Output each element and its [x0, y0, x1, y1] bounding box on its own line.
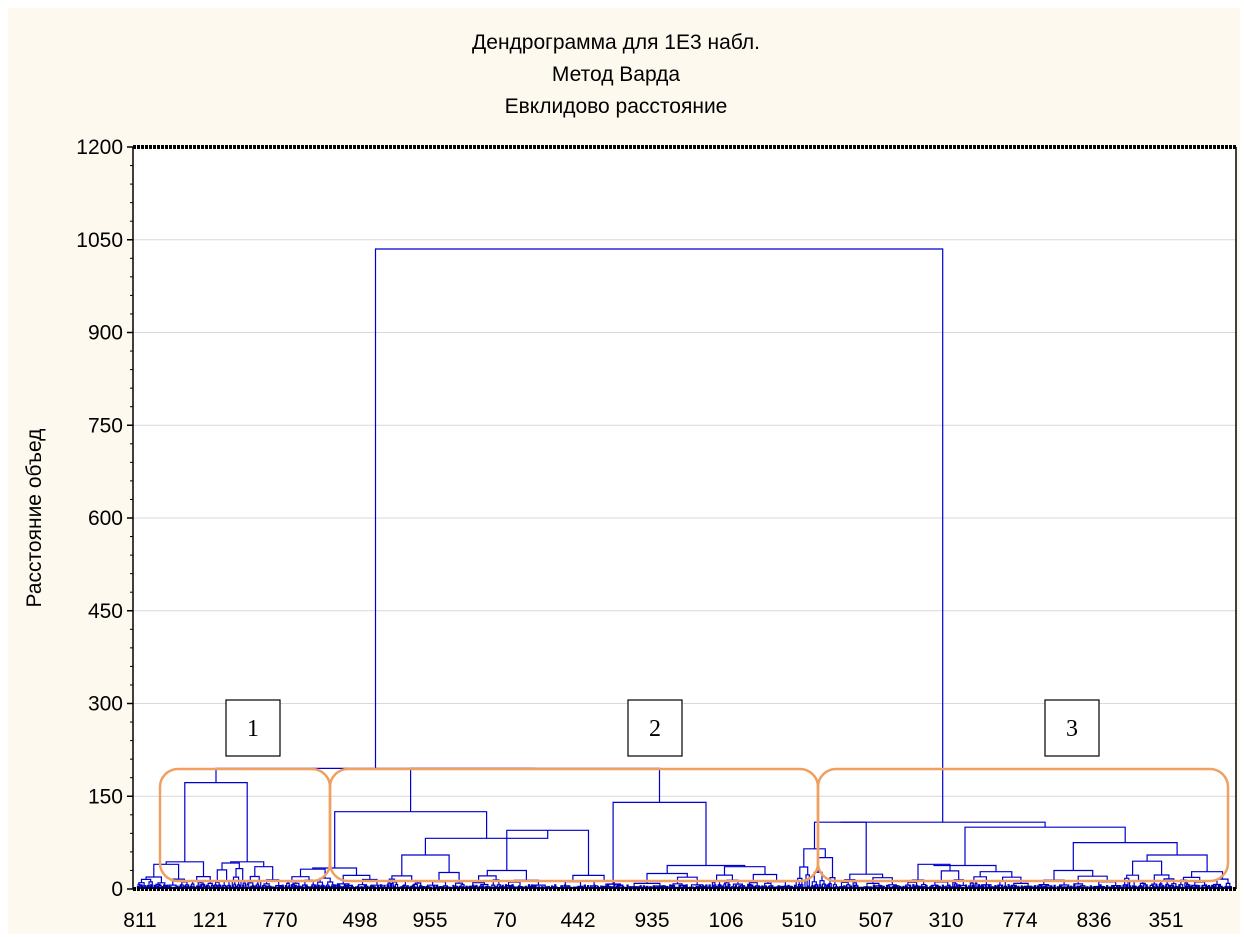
dendrogram-link	[1007, 884, 1010, 889]
dendrogram-link	[199, 884, 202, 889]
dendrogram-link	[554, 884, 557, 889]
x-tick-label: 770	[262, 909, 297, 932]
cluster-label-box-1	[225, 699, 281, 757]
dendrogram-link	[977, 884, 981, 889]
dendrogram-link	[347, 884, 350, 889]
y-tick-label: 1200	[76, 136, 123, 159]
x-tick-label: 70	[493, 909, 516, 932]
x-tick-label: 955	[412, 909, 447, 932]
dendrogram-link	[787, 884, 790, 889]
y-tick-label: 450	[88, 600, 123, 623]
dendrogram-link	[840, 821, 1046, 828]
dendrogram-link	[1125, 884, 1128, 889]
dendrogram-link	[685, 884, 688, 889]
dendrogram-link	[150, 884, 153, 889]
x-tick-label: 774	[1002, 909, 1037, 932]
cluster-label-1: 1	[247, 716, 259, 742]
dendrogram-link	[475, 884, 478, 889]
dendrogram-link	[527, 884, 531, 889]
x-tick-label: 121	[192, 909, 227, 932]
cluster-label-box-3	[1044, 699, 1100, 757]
dendrogram-link	[616, 884, 619, 889]
dendrogram-link	[380, 884, 383, 889]
chart-title-line-3: Евклидово расстояние	[504, 95, 728, 118]
x-tick-label: 310	[928, 909, 963, 932]
y-tick-label: 150	[88, 785, 123, 808]
dendrogram-link	[879, 884, 882, 889]
y-tick-label: 300	[88, 693, 123, 716]
dendrogram-link	[971, 884, 974, 889]
x-tick-label: 811	[123, 909, 156, 932]
dendrogram-link	[1099, 884, 1102, 889]
dendrogram-link	[1073, 884, 1076, 889]
dendrogram-link	[1191, 886, 1194, 889]
dendrogram-link	[912, 884, 915, 889]
dendrogram-link	[504, 884, 508, 889]
dendrogram-link	[140, 884, 143, 889]
cluster-label-2: 2	[649, 716, 661, 742]
y-tick-label: 0	[111, 878, 123, 901]
x-tick-label: 836	[1076, 909, 1111, 932]
dendrogram-link	[1158, 884, 1161, 889]
dendrogram-link	[813, 821, 867, 875]
y-tick-label: 900	[88, 322, 123, 345]
dendrogram-link	[1188, 884, 1191, 889]
dendrogram-link	[291, 884, 294, 889]
dendrogram-link	[383, 884, 386, 889]
dendrogram-link	[1214, 884, 1217, 889]
x-tick-label: 935	[634, 909, 669, 932]
dendrogram-link	[511, 884, 514, 889]
x-tick-label: 442	[560, 909, 595, 932]
cluster-annotations: 1 2 3	[158, 699, 1230, 883]
dendrogram-link	[695, 885, 698, 889]
dendrogram-link	[603, 886, 606, 889]
dendrogram-link	[202, 884, 205, 889]
x-tick-label: 510	[781, 909, 816, 932]
x-tick-label: 106	[708, 909, 743, 932]
dendrogram-link	[1063, 886, 1066, 889]
x-tick-label: 507	[858, 909, 893, 932]
dendrogram-link	[958, 884, 961, 889]
dendrogram-link	[374, 248, 944, 823]
chart-title-line-2: Метод Варда	[551, 63, 681, 86]
dendrogram-link	[1155, 884, 1158, 889]
chart-title-line-1: Дендрограмма для 1E3 набл.	[472, 31, 760, 54]
y-tick-label: 1050	[76, 229, 123, 252]
x-tick-label: 498	[342, 909, 377, 932]
cluster-label-box-2	[627, 699, 683, 757]
x-tick-label: 351	[1148, 909, 1183, 932]
axes: 0 150 300 450 600 750 900 1050 1200 811 121 770 498 9…	[76, 136, 1237, 932]
y-tick-label: 750	[88, 414, 123, 437]
cluster-label-3: 3	[1066, 716, 1078, 742]
y-tick-label: 600	[88, 507, 123, 530]
dendrogram-link	[659, 885, 662, 889]
cluster-box-3	[816, 767, 1230, 883]
dendrogram-link	[1204, 884, 1207, 889]
dendrogram-link	[567, 885, 570, 889]
dendrogram-link	[163, 884, 166, 889]
